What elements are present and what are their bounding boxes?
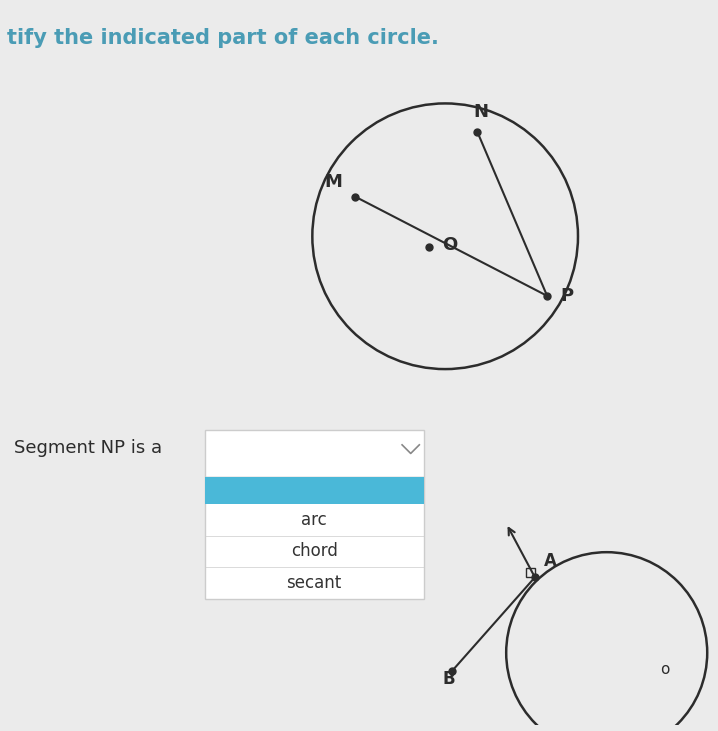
Text: P: P <box>560 287 573 305</box>
Text: B: B <box>442 670 455 688</box>
Text: secant: secant <box>286 574 342 592</box>
Text: M: M <box>325 173 342 191</box>
Text: tify the indicated part of each circle.: tify the indicated part of each circle. <box>7 28 439 48</box>
Text: Segment NP is a: Segment NP is a <box>14 439 162 457</box>
Text: A: A <box>544 552 556 570</box>
Text: O: O <box>442 236 457 254</box>
FancyBboxPatch shape <box>205 430 424 477</box>
Text: N: N <box>474 103 488 121</box>
FancyBboxPatch shape <box>205 477 424 599</box>
FancyBboxPatch shape <box>205 477 424 504</box>
Text: chord: chord <box>291 542 337 561</box>
Text: arc: arc <box>302 511 327 529</box>
Text: o: o <box>661 662 670 677</box>
